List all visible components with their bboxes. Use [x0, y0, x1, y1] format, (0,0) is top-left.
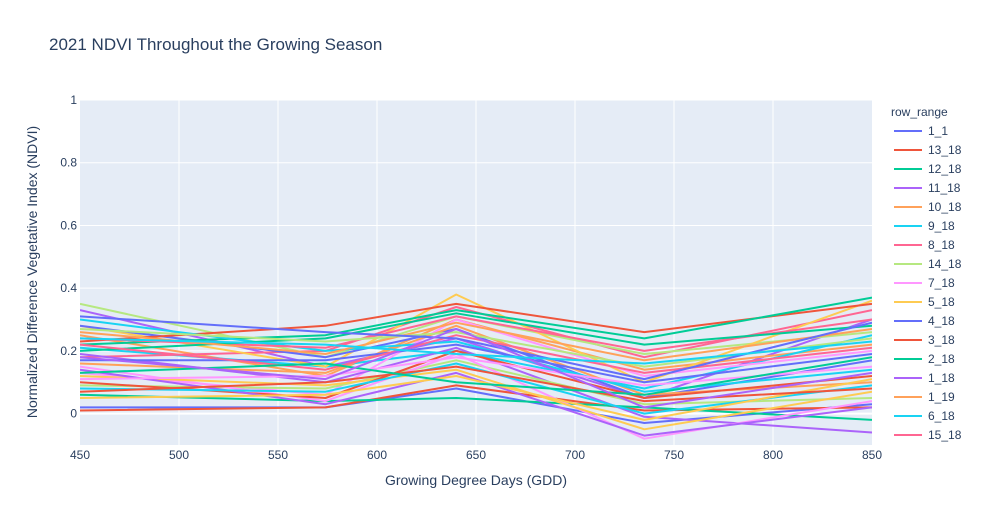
series-line-30	[80, 315, 872, 381]
series-line-29	[80, 375, 872, 421]
series-line-15	[80, 318, 872, 393]
legend-item-15_18[interactable]: 15_18	[894, 428, 962, 442]
y-tick-label: 0.8	[60, 156, 77, 170]
x-axis-title: Growing Degree Days (GDD)	[385, 472, 567, 488]
legend-label: 11_18	[928, 181, 961, 195]
x-tick-label: 600	[367, 448, 387, 462]
legend-title: row_range	[891, 105, 948, 119]
legend-label: 15_18	[928, 428, 962, 442]
series-line-28	[80, 356, 872, 387]
series-line-16	[80, 315, 872, 352]
y-tick-label: 0	[70, 407, 77, 421]
series-line-20	[80, 343, 872, 384]
legend-item-1_19[interactable]: 1_19	[894, 390, 955, 404]
series-line-23	[80, 368, 872, 437]
legend-item-1_1[interactable]: 1_1	[894, 124, 948, 138]
legend-label: 4_18	[928, 314, 955, 328]
legend-item-2_18[interactable]: 2_18	[894, 352, 955, 366]
series-line-2	[80, 393, 872, 421]
legend-label: 1_19	[928, 390, 955, 404]
legend-label: 12_18	[928, 162, 962, 176]
y-tick-label: 0.4	[60, 281, 77, 295]
legend-item-5_18[interactable]: 5_18	[894, 295, 955, 309]
legend-label: 8_18	[928, 238, 955, 252]
series-lines	[80, 293, 872, 440]
legend-label: 6_18	[928, 409, 955, 423]
y-axis-title: Normalized Difference Vegetative Index (…	[24, 126, 40, 418]
series-line-13	[80, 346, 872, 434]
legend-item-7_18[interactable]: 7_18	[894, 276, 955, 290]
legend-item-11_18[interactable]: 11_18	[894, 181, 961, 195]
y-tick-label: 0.6	[60, 218, 77, 232]
series-line-27	[80, 328, 872, 368]
series-line-33	[80, 328, 872, 409]
series-line-19	[80, 368, 872, 431]
legend-label: 10_18	[928, 200, 962, 214]
legend-label: 7_18	[928, 276, 955, 290]
legend-label: 9_18	[928, 219, 955, 233]
series-line-34	[80, 337, 872, 365]
series-line-1	[80, 384, 872, 412]
y-tick-labels: 0 0.2 0.4 0.6 0.8 1	[60, 93, 77, 421]
x-tick-labels: 450 500 550 600 650 700 750 800 850	[70, 448, 882, 462]
x-tick-label: 800	[763, 448, 783, 462]
legend-item-6_18[interactable]: 6_18	[894, 409, 955, 423]
x-tick-label: 850	[862, 448, 882, 462]
chart-title: 2021 NDVI Throughout the Growing Season	[49, 35, 382, 54]
grid-lines	[80, 99, 872, 445]
legend-label: 1_18	[928, 371, 955, 385]
legend-item-12_18[interactable]: 12_18	[894, 162, 962, 176]
x-tick-label: 650	[466, 448, 486, 462]
x-tick-label: 700	[565, 448, 585, 462]
legend-item-14_18[interactable]: 14_18	[894, 257, 962, 271]
series-line-26	[80, 334, 872, 374]
series-line-32	[80, 356, 872, 396]
series-line-9	[80, 293, 872, 384]
legend-item-13_18[interactable]: 13_18	[894, 143, 962, 157]
legend-item-1_18[interactable]: 1_18	[894, 371, 955, 385]
x-tick-label: 450	[70, 448, 90, 462]
legend-label: 5_18	[928, 295, 955, 309]
legend-item-4_18[interactable]: 4_18	[894, 314, 955, 328]
series-line-25	[80, 362, 872, 415]
legend: row_range 1_1 13_18 12_18 11_18 10_18 9_18 8_1…	[891, 105, 962, 442]
series-line-17	[80, 359, 872, 406]
series-line-11	[80, 302, 872, 343]
series-line-24	[80, 321, 872, 362]
legend-item-8_18[interactable]: 8_18	[894, 238, 955, 252]
legend-label: 1_1	[928, 124, 948, 138]
legend-item-3_18[interactable]: 3_18	[894, 333, 955, 347]
legend-item-9_18[interactable]: 9_18	[894, 219, 955, 233]
legend-label: 3_18	[928, 333, 955, 347]
legend-label: 13_18	[928, 143, 962, 157]
legend-item-10_18[interactable]: 10_18	[894, 200, 962, 214]
legend-label: 14_18	[928, 257, 962, 271]
x-tick-label: 550	[268, 448, 288, 462]
x-tick-label: 750	[664, 448, 684, 462]
y-tick-label: 1	[70, 93, 77, 107]
legend-label: 2_18	[928, 352, 955, 366]
x-tick-label: 500	[169, 448, 189, 462]
y-tick-label: 0.2	[60, 344, 77, 358]
